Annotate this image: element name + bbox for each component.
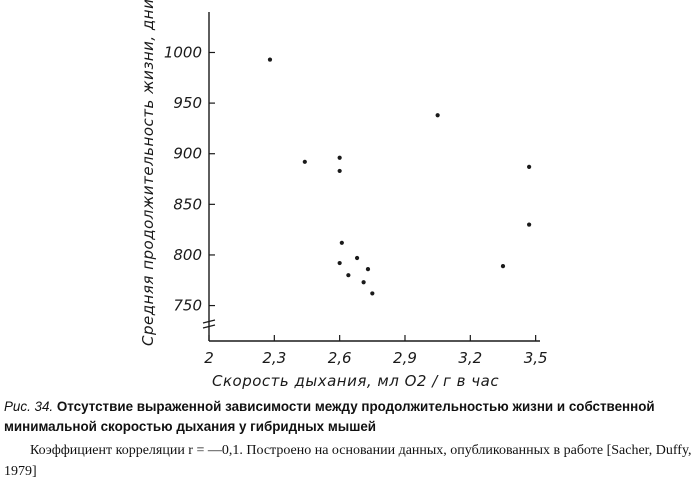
data-point — [527, 164, 532, 169]
data-point — [337, 260, 342, 266]
x-tick-label: 2 — [204, 349, 214, 367]
data-point — [435, 113, 440, 118]
data-point — [500, 263, 506, 269]
y-tick-label: 850 — [173, 195, 202, 213]
y-tick-label: 900 — [173, 145, 202, 163]
y-tick-label: 1000 — [164, 43, 202, 61]
y-axis-label: Средняя продолжительность жизни, дни — [139, 0, 157, 346]
axis-break-mark — [202, 319, 216, 329]
x-tick-label: 3,5 — [524, 349, 548, 367]
data-point — [339, 240, 344, 245]
figure-caption-text: Отсутствие выраженной зависимости между … — [4, 399, 655, 434]
data-point — [337, 155, 342, 160]
data-point — [302, 159, 307, 164]
figure-note: Коэффициент корреляции r = —0,1. Построе… — [4, 443, 692, 479]
data-point — [346, 273, 351, 278]
data-point — [267, 57, 273, 62]
data-point — [365, 267, 371, 272]
x-tick-label: 2,6 — [328, 349, 352, 367]
x-axis-label: Скорость дыхания, мл O2 / г в час — [212, 372, 499, 390]
y-ticks: 750 800 850 900 950 1000 — [164, 43, 215, 315]
data-point — [527, 222, 532, 227]
data-point — [337, 168, 342, 174]
data-points — [267, 57, 532, 296]
x-tick-label: 3,2 — [458, 349, 482, 367]
y-tick-label: 950 — [173, 94, 202, 112]
x-tick-label: 2,3 — [262, 349, 286, 367]
data-point — [370, 291, 375, 296]
y-tick-label: 750 — [173, 297, 202, 315]
figure-caption: Рис. 34. Отсутствие выраженной зависимос… — [4, 397, 694, 437]
scatter-chart: 750 800 850 900 950 1000 2 2,3 2,6 2,9 3,2 3,5 Ско… — [139, 0, 548, 390]
data-point — [361, 280, 366, 285]
figure-label: Рис. 34. — [4, 399, 54, 414]
x-ticks: 2 2,3 2,6 2,9 3,2 3,5 — [204, 335, 548, 367]
y-tick-label: 800 — [173, 246, 202, 264]
x-tick-label: 2,9 — [393, 349, 417, 367]
data-point — [354, 255, 360, 261]
